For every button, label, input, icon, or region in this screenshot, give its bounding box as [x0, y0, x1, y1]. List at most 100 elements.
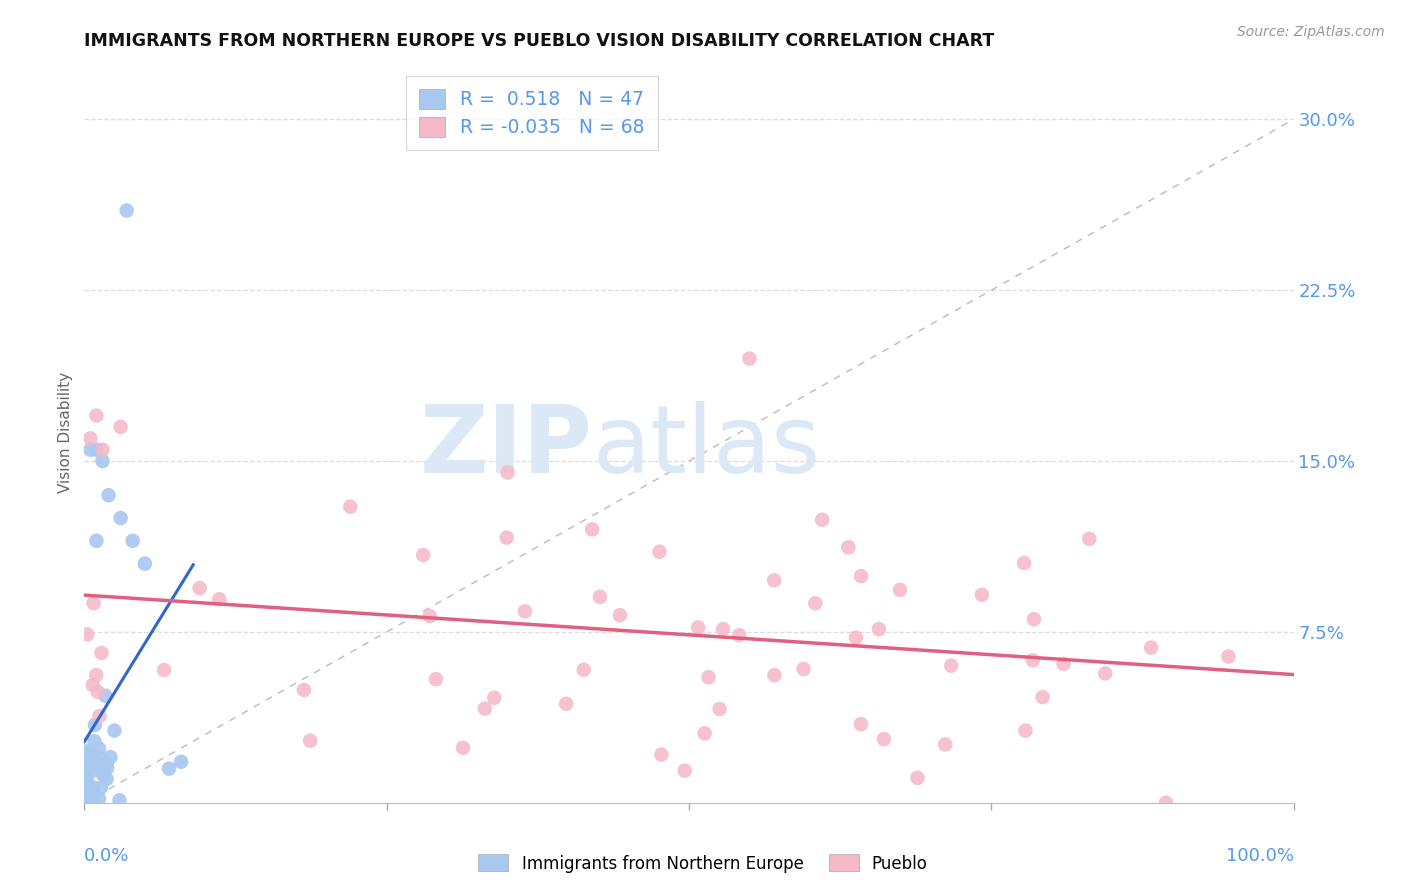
Point	[837, 541, 859, 555]
Point	[80, 753, 103, 767]
Point	[849, 717, 872, 731]
Point	[86, 533, 108, 548]
Point	[76, 772, 98, 786]
Point	[496, 466, 519, 480]
Point	[693, 726, 716, 740]
Point	[1094, 666, 1116, 681]
Point	[87, 791, 110, 805]
Point	[804, 596, 827, 610]
Point	[75, 768, 97, 782]
Point	[96, 761, 118, 775]
Point	[91, 454, 114, 468]
Point	[97, 488, 120, 502]
Point	[299, 733, 322, 747]
Point	[89, 709, 111, 723]
Text: atlas: atlas	[592, 401, 821, 493]
Point	[907, 771, 929, 785]
Point	[134, 557, 156, 571]
Point	[91, 767, 114, 781]
Point	[90, 780, 112, 795]
Point	[941, 658, 963, 673]
Point	[419, 609, 441, 624]
Point	[75, 762, 97, 776]
Point	[572, 663, 595, 677]
Point	[84, 668, 107, 682]
Point	[711, 622, 734, 636]
Point	[589, 590, 612, 604]
Point	[79, 789, 101, 804]
Point	[208, 592, 231, 607]
Point	[87, 741, 110, 756]
Point	[76, 627, 98, 641]
Point	[96, 772, 118, 786]
Point	[84, 718, 107, 732]
Point	[100, 750, 122, 764]
Point	[1022, 612, 1045, 626]
Text: ZIP: ZIP	[419, 401, 592, 493]
Point	[76, 785, 98, 799]
Point	[650, 747, 672, 762]
Point	[91, 442, 114, 457]
Text: 0.0%: 0.0%	[84, 847, 129, 865]
Point	[86, 759, 108, 773]
Point	[75, 773, 97, 788]
Point	[484, 690, 506, 705]
Point	[811, 513, 834, 527]
Point	[709, 702, 731, 716]
Y-axis label: Vision Disability: Vision Disability	[58, 372, 73, 493]
Point	[86, 442, 108, 457]
Point	[115, 203, 138, 218]
Point	[1022, 653, 1045, 667]
Point	[87, 685, 110, 699]
Point	[1032, 690, 1054, 705]
Point	[108, 793, 131, 807]
Point	[609, 608, 631, 623]
Text: 100.0%: 100.0%	[1226, 847, 1294, 865]
Point	[513, 604, 536, 618]
Point	[1140, 640, 1163, 655]
Point	[763, 574, 786, 588]
Point	[83, 789, 105, 803]
Point	[188, 581, 211, 595]
Point	[412, 548, 434, 562]
Point	[648, 545, 671, 559]
Point	[339, 500, 361, 514]
Point	[581, 523, 603, 537]
Point	[1012, 556, 1035, 570]
Legend: Immigrants from Northern Europe, Pueblo: Immigrants from Northern Europe, Pueblo	[471, 847, 935, 880]
Point	[83, 596, 105, 610]
Point	[688, 620, 710, 634]
Point	[82, 678, 104, 692]
Point	[96, 756, 118, 771]
Point	[86, 409, 108, 423]
Point	[1014, 723, 1036, 738]
Point	[555, 697, 578, 711]
Point	[1052, 657, 1074, 671]
Point	[73, 770, 96, 784]
Point	[845, 631, 868, 645]
Point	[79, 793, 101, 807]
Point	[849, 569, 872, 583]
Point	[1218, 649, 1240, 664]
Point	[82, 750, 104, 764]
Point	[93, 764, 115, 779]
Point	[425, 672, 447, 686]
Point	[110, 420, 132, 434]
Point	[79, 431, 101, 445]
Point	[79, 442, 101, 457]
Text: Source: ZipAtlas.com: Source: ZipAtlas.com	[1237, 25, 1385, 39]
Point	[153, 663, 176, 677]
Point	[738, 351, 761, 366]
Point	[697, 670, 720, 684]
Point	[673, 764, 696, 778]
Point	[728, 628, 751, 642]
Point	[292, 682, 315, 697]
Point	[89, 752, 111, 766]
Point	[80, 786, 103, 800]
Point	[1154, 796, 1177, 810]
Point	[170, 755, 193, 769]
Point	[474, 701, 496, 715]
Point	[121, 533, 143, 548]
Point	[83, 764, 105, 778]
Point	[79, 756, 101, 771]
